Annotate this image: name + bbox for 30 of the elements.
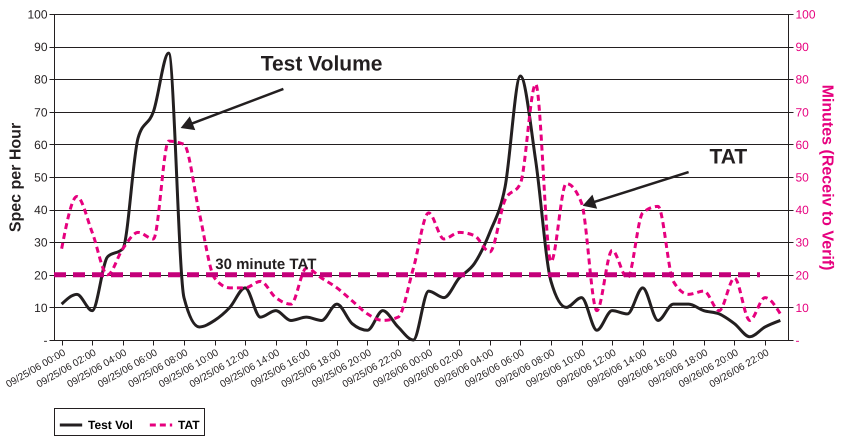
y-tick-label: 90 (34, 40, 48, 54)
y2-tick-label: 30 (796, 236, 810, 250)
y-tick-label: 80 (34, 72, 48, 87)
y-tick-label: 20 (34, 268, 48, 282)
legend-label: Test Vol (88, 418, 133, 432)
y2-tick-label: - (796, 334, 800, 348)
y-tick-label: - (44, 334, 48, 348)
y2-tick-label: 80 (796, 72, 810, 87)
y-tick-label: 10 (34, 300, 48, 315)
y2-tick-label: 10 (796, 300, 810, 315)
y-tick-label: 30 (34, 236, 48, 250)
line-series (60, 82, 782, 322)
y-tick-label: 50 (34, 170, 48, 184)
y2-tick-label: 100 (796, 8, 816, 22)
y2-tick-label: 50 (796, 170, 810, 184)
annotation: Test Volume (260, 52, 382, 76)
legend-label: TAT (178, 418, 200, 432)
y-tick-label: 40 (34, 203, 48, 218)
y2-tick-label: 60 (796, 138, 810, 152)
y-tick-label: 70 (34, 105, 48, 120)
y2-tick-label: 70 (796, 105, 810, 120)
annotation: TAT (710, 145, 748, 168)
y-tick-label: 60 (34, 138, 48, 152)
y-axis-title: Spec per Hour (7, 122, 24, 232)
y2-axis-title: Minutes (Receiv to Verif) (818, 84, 836, 270)
ref-line-label: 30 minute TAT (215, 256, 316, 273)
y2-tick-label: 20 (796, 268, 810, 282)
y-tick-label: 100 (27, 8, 48, 22)
y2-tick-label: 90 (796, 40, 810, 54)
y2-tick-label: 40 (796, 203, 810, 218)
